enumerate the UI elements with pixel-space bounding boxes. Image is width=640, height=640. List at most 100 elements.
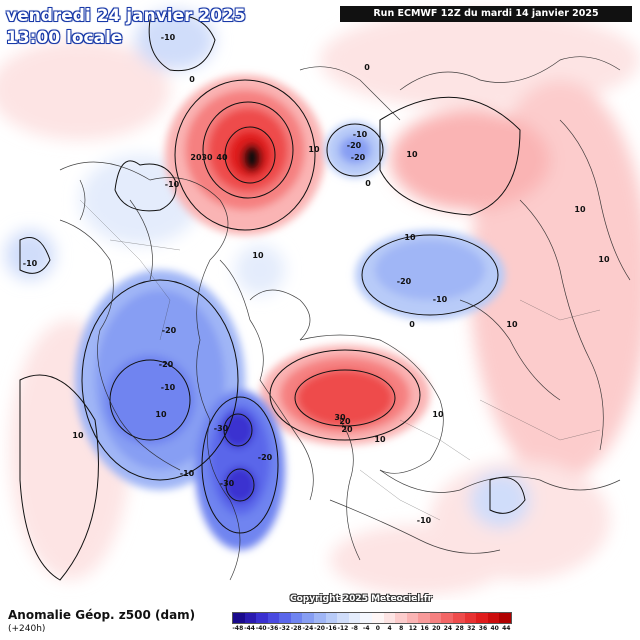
legend-swatch [325, 613, 338, 623]
legend-swatch [244, 613, 257, 623]
legend-swatch [290, 613, 303, 623]
legend-tick-label: -24 [302, 625, 314, 632]
legend-swatch [441, 613, 453, 623]
contour-label: -30 [220, 479, 235, 488]
contour-label: 10 [432, 410, 444, 419]
contour-label: 30 [334, 413, 346, 422]
legend-tick-label: -4 [362, 625, 370, 632]
contour-label: 10 [155, 410, 167, 419]
legend-tick-label: 40 [490, 625, 499, 632]
contour-label: 0 [365, 179, 371, 188]
legend-swatch [314, 613, 326, 623]
legend-tick-label: -32 [279, 625, 290, 632]
legend-swatch [418, 613, 430, 623]
legend-tick-label: 24 [443, 625, 453, 632]
legend-swatch [279, 613, 291, 623]
legend-tick-label: 8 [399, 625, 404, 632]
positive-anomaly-europe [260, 345, 430, 445]
legend-swatch [452, 613, 465, 623]
contour-label: 10 [374, 435, 386, 444]
contour-label: 10 [574, 205, 586, 214]
copyright: Copyright 2025 Meteociel.fr [290, 594, 433, 604]
legend-swatch [302, 613, 315, 623]
legend-tick-label: -44 [244, 625, 255, 632]
legend-tick-label: 32 [467, 625, 476, 632]
contour-label: -10 [161, 33, 176, 42]
legend-tick-label: 16 [420, 625, 429, 632]
legend-swatch [383, 613, 396, 623]
contour-label: 10 [404, 233, 416, 242]
legend-tick-label: -20 [314, 625, 325, 632]
contour-label: -10 [23, 259, 38, 268]
contour-label: 20 [190, 153, 202, 162]
contour-label: -20 [347, 141, 362, 150]
contour-label: 40 [216, 153, 228, 162]
legend-tick-label: -48 [232, 625, 244, 632]
legend-swatch [429, 613, 442, 623]
legend-swatch [406, 613, 419, 623]
contour-label: -20 [162, 326, 177, 335]
legend-tick-label: -28 [290, 625, 302, 632]
legend-swatch [360, 613, 372, 623]
legend-swatch [476, 613, 488, 623]
borders [79, 199, 601, 521]
contour-label: 10 [252, 251, 264, 260]
contour-label: 10 [72, 431, 84, 440]
legend-swatch [464, 613, 477, 623]
legend-swatch [267, 613, 280, 623]
legend-tick-label: -36 [267, 625, 279, 632]
legend-bar [232, 612, 512, 624]
valid-date: vendredi 24 janvier 2025 [6, 6, 246, 26]
contour-label: -20 [351, 153, 366, 162]
legend-tick-label: -16 [325, 625, 337, 632]
legend-ticks: -48 -44 -40 -36 -32 -28 -24 -20 -16 -12 -8 -4 0 4 8 12 1… [232, 625, 512, 632]
legend-tick-label: -12 [337, 625, 349, 632]
legend-tick-label: -8 [351, 625, 358, 632]
valid-time: 13:00 locale [6, 28, 123, 48]
color-legend: -48 -44 -40 -36 -32 -28 -24 -20 -16 -12 -8 -4 0 4 8 12 1… [232, 612, 512, 636]
contour-label: 0 [189, 75, 195, 84]
contour-label: 10 [506, 320, 518, 329]
contour-label: 20 [339, 417, 351, 426]
legend-tick-label: -40 [255, 625, 267, 632]
contour-label: -10 [161, 383, 176, 392]
contour-label: 10 [308, 145, 320, 154]
legend-swatch [499, 613, 511, 623]
legend-swatch [348, 613, 361, 623]
legend-tick-label: 20 [432, 625, 441, 632]
contour-label: -30 [214, 424, 229, 433]
legend-tick-label: 12 [408, 625, 418, 632]
contour-label: 10 [598, 255, 610, 264]
contour-label: -20 [258, 453, 273, 462]
contour-label: -20 [397, 277, 412, 286]
legend-tick-label: 28 [455, 625, 464, 632]
contour-label: 0 [409, 320, 415, 329]
legend-swatch [233, 613, 245, 623]
negative-anomaly-siberia [325, 122, 505, 320]
contour-label: -20 [159, 360, 174, 369]
map-title: Anomalie Géop. z500 (dam) [8, 608, 196, 622]
run-info: Run ECMWF 12Z du mardi 14 janvier 2025 [340, 6, 632, 22]
positive-anomaly-north [165, 75, 325, 235]
legend-tick-label: 4 [387, 625, 392, 632]
coastlines [59, 56, 631, 581]
legend-tick-label: 44 [502, 625, 511, 632]
legend-swatch [371, 613, 384, 623]
contour-label: -10 [417, 516, 432, 525]
contour-label: 30 [201, 153, 213, 162]
legend-swatch [487, 613, 500, 623]
contour-label: -10 [165, 180, 180, 189]
contour-label: -10 [353, 130, 368, 139]
contour-label: 0 [364, 63, 370, 72]
contour-label: -10 [180, 469, 195, 478]
legend-swatch [256, 613, 268, 623]
contour-label: 10 [406, 150, 418, 159]
legend-swatch [337, 613, 349, 623]
forecast-lead: (+240h) [8, 624, 46, 634]
contour-label: 20 [341, 425, 353, 434]
legend-swatch [395, 613, 407, 623]
legend-tick-label: 0 [375, 625, 380, 632]
negative-anomaly-america [75, 270, 285, 550]
